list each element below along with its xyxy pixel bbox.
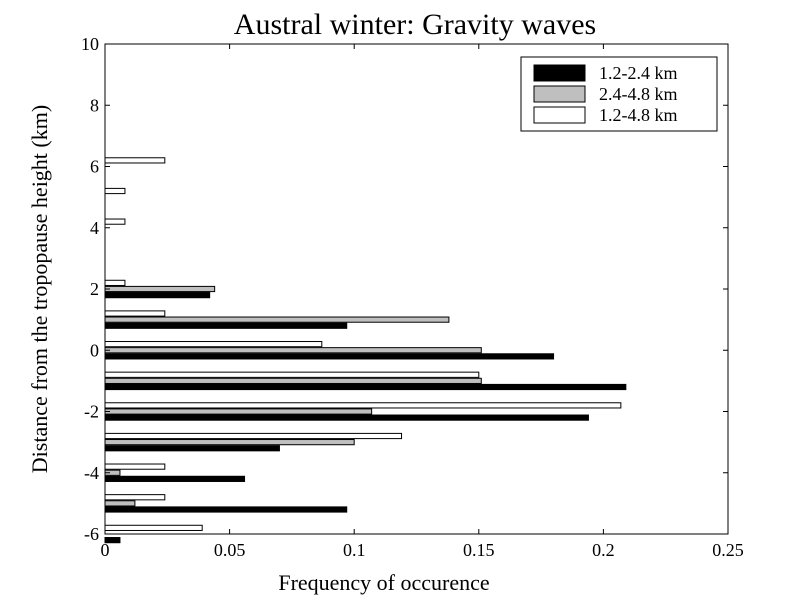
y-tick-label: 4 [90, 218, 99, 238]
chart-title: Austral winter: Gravity waves [234, 8, 596, 41]
bar-series2-cat3 [104, 432, 403, 440]
bar-series1-cat6 [104, 347, 482, 354]
y-tick-label: 10 [81, 34, 99, 54]
legend-label-1: 2.4-4.8 km [599, 84, 678, 104]
bar-series2-cat2 [104, 463, 166, 470]
legend-swatch-2 [533, 106, 586, 124]
y-tick-label: -2 [84, 402, 99, 422]
legend-swatch-1 [533, 85, 586, 103]
bar-series0-cat2 [104, 475, 246, 482]
bar-series2-cat12 [104, 157, 166, 164]
bar-series0-cat5 [104, 383, 627, 391]
bar-series2-cat1 [104, 494, 166, 501]
bar-series2-cat6 [104, 341, 323, 348]
x-tick-label: 0.1 [343, 540, 366, 560]
x-tick-label: 0.05 [214, 540, 246, 560]
bar-series0-cat7 [104, 322, 348, 329]
bar-series2-cat0 [104, 524, 203, 531]
bar-series2-cat7 [104, 310, 166, 317]
x-tick-label: 0 [101, 540, 110, 560]
x-tick-label: 0.15 [463, 540, 495, 560]
y-axis-label: Distance from the tropopause height (km) [27, 105, 52, 473]
x-tick-label: 0.25 [712, 540, 744, 560]
bar-series2-cat10 [104, 218, 126, 225]
bar-series1-cat3 [104, 439, 355, 446]
legend-label-0: 1.2-2.4 km [599, 63, 678, 83]
x-axis-label: Frequency of occurence [278, 570, 489, 595]
bar-series2-cat11 [104, 187, 126, 195]
bar-series1-cat1 [104, 500, 136, 507]
bar-group [104, 157, 627, 544]
y-axis-ticks: -6 -4 -2 0 2 4 6 8 10 [81, 34, 728, 544]
bar-series0-cat4 [104, 414, 589, 421]
bar-series2-cat5 [104, 371, 480, 378]
bar-series1-cat8 [104, 285, 216, 293]
bar-series0-cat1 [104, 506, 348, 513]
legend: 1.2-2.4 km2.4-4.8 km1.2-4.8 km [520, 56, 718, 132]
bar-series0-cat3 [104, 445, 280, 452]
bar-series2-cat4 [104, 402, 622, 409]
bar-series0-cat6 [104, 353, 555, 360]
legend-label-2: 1.2-4.8 km [599, 105, 678, 125]
bar-series2-cat8 [104, 279, 126, 286]
bar-series1-cat7 [104, 316, 450, 323]
bar-series0-cat8 [104, 292, 211, 299]
bar-series1-cat5 [104, 377, 482, 384]
y-tick-label: -4 [84, 463, 99, 483]
y-tick-label: 8 [90, 95, 99, 115]
x-tick-label: 0.2 [592, 540, 615, 560]
bar-series1-cat4 [104, 408, 373, 415]
y-tick-label: 6 [90, 157, 99, 177]
y-tick-label: 2 [90, 279, 99, 299]
y-tick-label: 0 [90, 340, 99, 360]
y-tick-label: -6 [84, 524, 99, 544]
legend-swatch-0 [533, 64, 586, 82]
x-axis-ticks: 0 0.05 0.1 0.15 0.2 0.25 [101, 44, 744, 560]
bar-series0-cat0 [104, 537, 121, 544]
